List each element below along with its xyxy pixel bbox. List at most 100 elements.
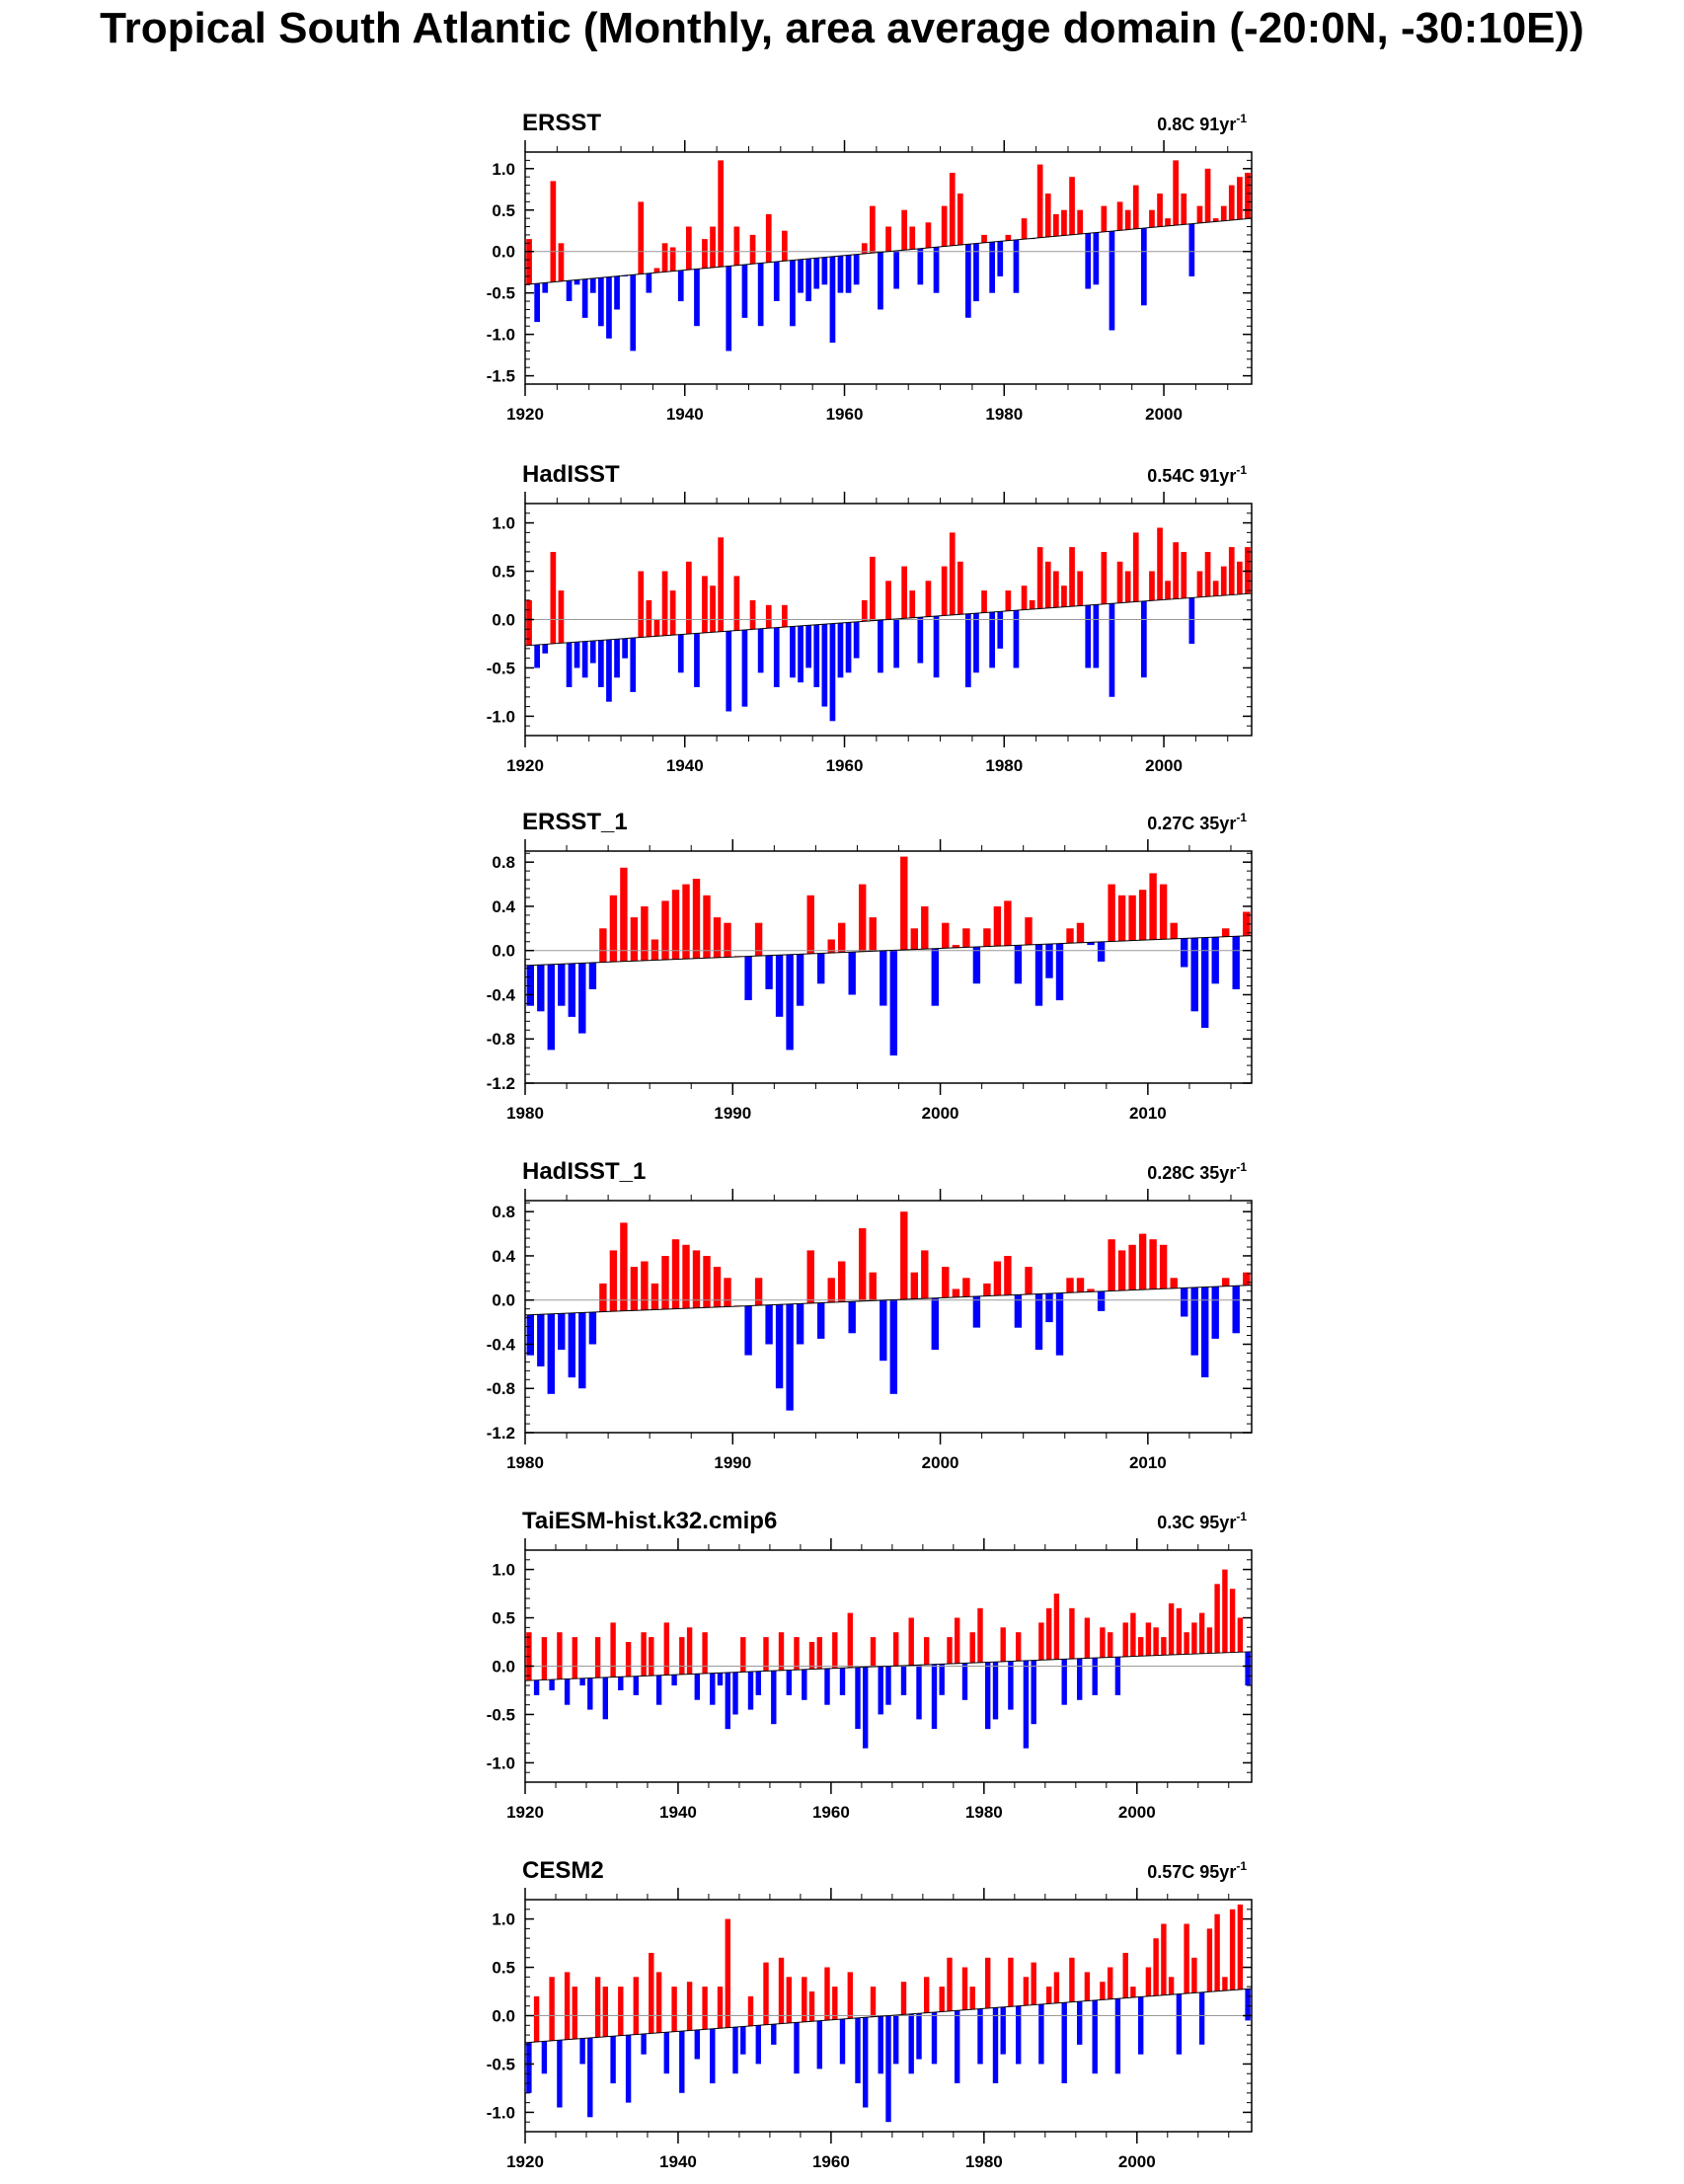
x-tick-label: 2000 [1145,756,1183,775]
data-bar [821,624,828,707]
data-bar [861,599,868,622]
y-tick-label: -0.8 [487,1379,515,1398]
y-tick-label: -1.2 [487,1424,515,1443]
data-bar [1243,911,1251,936]
data-bar [832,1987,838,2020]
data-bar [917,617,924,663]
panel-title: ERSST_1 [522,809,628,835]
x-tick-label: 2010 [1129,1104,1167,1123]
y-tick-label: 1.0 [492,514,515,533]
data-bar [620,1222,628,1311]
data-bar [1108,884,1115,942]
data-bar [661,243,668,273]
y-tick-label: -1.5 [487,367,515,386]
data-bar [1076,1278,1085,1292]
data-bar [1061,585,1067,607]
data-bar [1108,1632,1113,1658]
data-bar [931,1664,938,1730]
data-bar [1206,1627,1213,1654]
data-bar [969,1987,975,2010]
data-bar [870,1637,877,1668]
data-bar [747,1995,754,2026]
data-bar [1124,209,1131,230]
data-bar [641,2034,647,2055]
data-bar [786,1670,792,1695]
trend-label: 0.8C 91yr-1 [1157,112,1247,134]
data-bar [558,1313,566,1351]
data-bar [724,1278,731,1307]
data-bar [981,234,987,243]
y-tick-label: 0.4 [492,1247,515,1266]
data-bar [924,1637,930,1665]
data-bar [931,948,939,1006]
data-bar [1243,1272,1251,1286]
data-bar [1196,205,1203,223]
data-bar [549,1679,555,1690]
data-bar [547,964,555,1051]
data-bar [947,1957,953,2011]
data-bar [931,2012,938,2065]
data-bar [765,604,772,629]
data-bar [579,2038,585,2065]
data-bar [1212,581,1219,596]
data-bar [526,1314,534,1356]
trend-label-main: 0.54C 91yr [1147,466,1236,486]
data-bar [957,561,963,615]
data-bar [1228,185,1235,220]
data-bar [1055,943,1064,1001]
data-bar [1100,1627,1106,1658]
data-bar [1116,201,1123,231]
data-bar [1168,1602,1175,1656]
data-bar [740,1637,746,1673]
trend-label-exponent: -1 [1236,1510,1247,1523]
x-tick-label: 1940 [659,1803,697,1822]
data-bar [947,1637,953,1664]
data-bar [878,2016,883,2074]
data-bar [1085,233,1092,289]
x-tick-label: 1960 [812,2152,850,2171]
data-bar [1045,944,1053,978]
x-tick-label: 2000 [922,1104,959,1123]
panel-title: ERSST [522,110,601,136]
data-bar [1130,1612,1136,1657]
data-bar [949,532,956,615]
data-bar [1097,941,1106,962]
data-bar [1117,895,1126,941]
data-bar [630,638,637,692]
data-bar [633,1676,639,1695]
data-bar [755,2025,761,2065]
x-tick-label: 2000 [1145,405,1183,424]
y-tick-label: 0.0 [492,611,515,630]
data-bar [969,1632,975,1664]
data-bar [651,1283,659,1310]
data-bar [558,964,566,1006]
y-tick-label: 0.5 [492,1609,515,1628]
data-bar [1016,1632,1022,1662]
data-bar [817,1302,825,1339]
data-bar [669,247,676,272]
data-bar [1036,164,1043,238]
data-bar [661,571,668,636]
x-tick-label: 1980 [965,2152,1003,2171]
data-bar [1229,1909,1236,1990]
data-bar [622,638,628,659]
data-bar [901,566,907,619]
data-bar [1038,2004,1044,2065]
data-bar [703,895,711,959]
data-bar [754,1278,763,1306]
data-bar [786,1303,794,1411]
data-bar [655,1675,662,1705]
data-bar [1034,1293,1043,1351]
x-tick-label: 1980 [985,405,1023,424]
y-tick-label: 0.0 [492,243,515,262]
data-bar [1128,895,1136,941]
data-bar [1191,1622,1197,1655]
data-bar [574,642,580,668]
data-bar [847,1972,853,2019]
data-bar [1087,942,1095,946]
data-bar [900,856,908,951]
data-bar [925,581,932,617]
panel-cesm2: 1.0 0.5 0.0 -0.5 -1.0 1920 1940 1960 1980 2000 CES… [487,1857,1253,2171]
data-bar [893,1632,899,1667]
